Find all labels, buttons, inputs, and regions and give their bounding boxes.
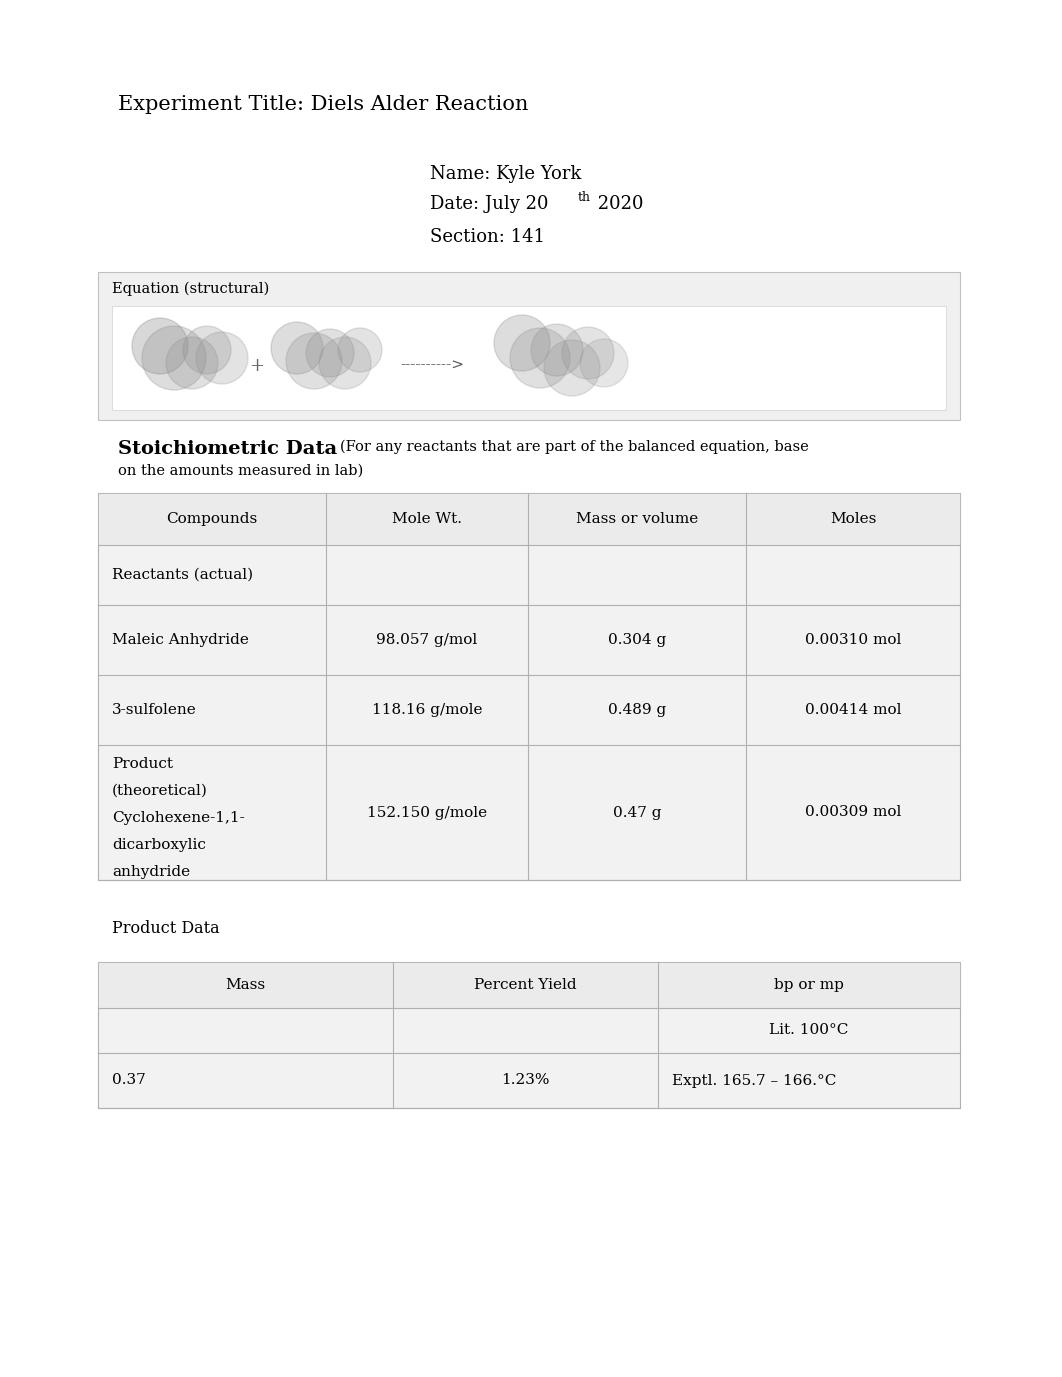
Bar (98, 493, 960, 880)
Circle shape (183, 326, 232, 375)
Text: Name: Kyle York: Name: Kyle York (430, 165, 581, 183)
Text: 0.00414 mol: 0.00414 mol (805, 704, 902, 717)
Text: Exptl. 165.7 – 166.°C: Exptl. 165.7 – 166.°C (672, 1074, 837, 1088)
Bar (112, 306, 946, 410)
Circle shape (319, 337, 371, 388)
Circle shape (494, 315, 550, 370)
Circle shape (286, 333, 342, 388)
Text: Percent Yield: Percent Yield (475, 978, 577, 991)
Text: 152.150 g/mole: 152.150 g/mole (367, 806, 487, 819)
Text: ---------->: ----------> (400, 359, 464, 373)
Text: bp or mp: bp or mp (774, 978, 844, 991)
Circle shape (338, 328, 382, 372)
Circle shape (544, 340, 600, 397)
Text: Mass or volume: Mass or volume (576, 512, 698, 526)
Text: 0.304 g: 0.304 g (607, 633, 666, 647)
Text: dicarboxylic: dicarboxylic (112, 839, 206, 852)
Text: 0.00310 mol: 0.00310 mol (805, 633, 902, 647)
Text: Mole Wt.: Mole Wt. (392, 512, 462, 526)
Text: Equation (structural): Equation (structural) (112, 282, 270, 296)
Text: 2020: 2020 (592, 196, 644, 213)
Circle shape (531, 324, 583, 376)
Text: th: th (578, 191, 590, 204)
Text: 1.23%: 1.23% (501, 1074, 550, 1088)
Circle shape (580, 339, 628, 387)
Text: 3-sulfolene: 3-sulfolene (112, 704, 196, 717)
Circle shape (166, 337, 218, 388)
Text: Experiment Title: Diels Alder Reaction: Experiment Title: Diels Alder Reaction (118, 95, 529, 114)
Text: on the amounts measured in lab): on the amounts measured in lab) (118, 464, 363, 478)
Text: (theoretical): (theoretical) (112, 784, 208, 799)
Text: Moles: Moles (829, 512, 876, 526)
Text: Maleic Anhydride: Maleic Anhydride (112, 633, 249, 647)
Text: 98.057 g/mol: 98.057 g/mol (376, 633, 478, 647)
Text: 0.489 g: 0.489 g (607, 704, 666, 717)
Text: Date: July 20: Date: July 20 (430, 196, 554, 213)
Circle shape (306, 329, 354, 377)
Text: Product Data: Product Data (112, 920, 220, 936)
Bar (98, 963, 960, 1008)
Text: anhydride: anhydride (112, 865, 190, 879)
Circle shape (271, 322, 323, 375)
Bar (98, 493, 960, 545)
Text: (For any reactants that are part of the balanced equation, base: (For any reactants that are part of the … (340, 441, 809, 454)
Circle shape (196, 332, 249, 384)
Text: Mass: Mass (225, 978, 266, 991)
Bar (98, 273, 960, 420)
Circle shape (142, 326, 206, 390)
Text: 118.16 g/mole: 118.16 g/mole (372, 704, 482, 717)
Circle shape (510, 328, 570, 388)
Text: Compounds: Compounds (167, 512, 258, 526)
Text: Cyclohexene-1,1-: Cyclohexene-1,1- (112, 811, 244, 825)
Text: Section: 141: Section: 141 (430, 229, 545, 246)
Bar (98, 963, 960, 1108)
Text: 0.47 g: 0.47 g (613, 806, 662, 819)
Text: Stoichiometric Data: Stoichiometric Data (118, 441, 338, 459)
Text: Reactants (actual): Reactants (actual) (112, 567, 253, 582)
Circle shape (562, 326, 614, 379)
Text: Lit. 100°C: Lit. 100°C (769, 1023, 849, 1037)
Text: +: + (250, 357, 264, 375)
Circle shape (132, 318, 188, 375)
Text: 0.00309 mol: 0.00309 mol (805, 806, 902, 819)
Text: Product: Product (112, 757, 173, 771)
Text: 0.37: 0.37 (112, 1074, 145, 1088)
